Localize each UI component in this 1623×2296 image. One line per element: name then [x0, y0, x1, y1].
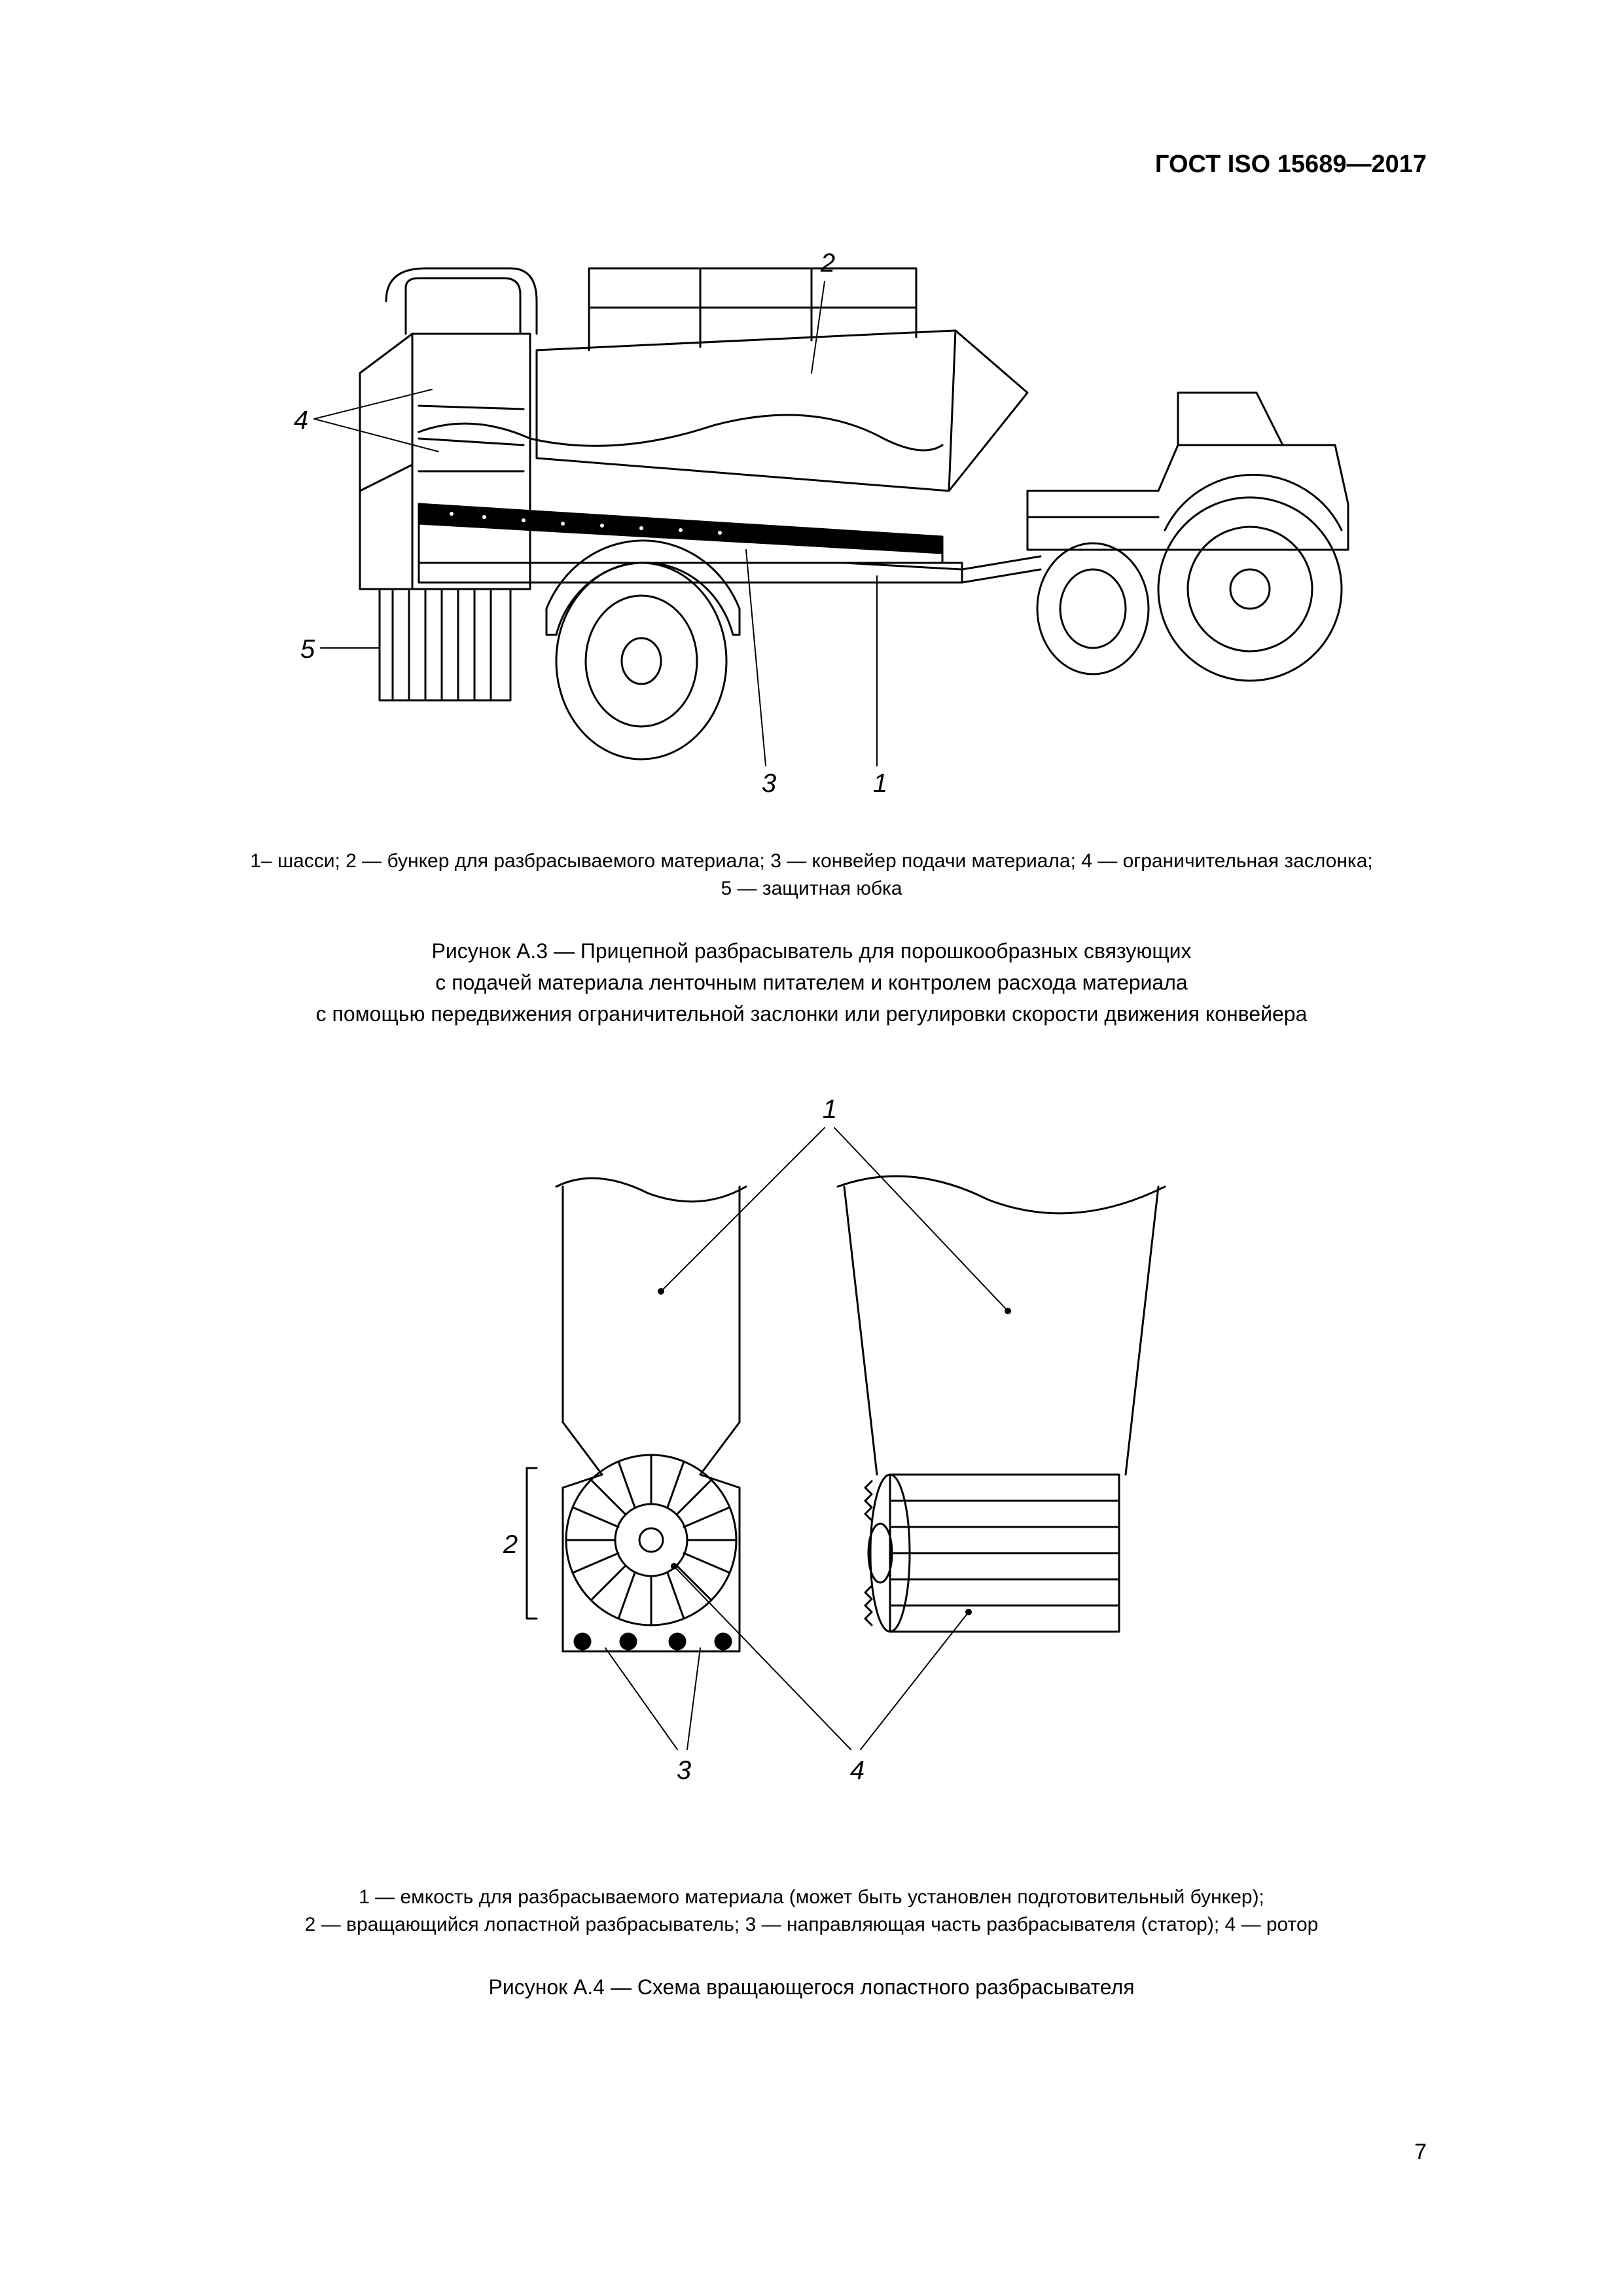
figure-a3-legend: 1– шасси; 2 — бункер для разбрасываемого…	[170, 848, 1453, 903]
guard-rails	[386, 268, 916, 350]
a3-title-line2: с подачей материала ленточным питателем …	[170, 967, 1453, 998]
a3-title-line3: с помощью передвижения ограничительной з…	[170, 998, 1453, 1030]
label-3: 3	[762, 769, 776, 798]
a4-label-3: 3	[677, 1756, 691, 1785]
legend-a4-line2: 2 — вращающийся лопастной разбрасыватель…	[170, 1911, 1453, 1939]
damper	[419, 406, 524, 445]
left-view	[527, 1178, 746, 1651]
figure-a4-diagram: 1 2 3 4	[321, 1082, 1302, 1867]
legend-a3-line2: 5 — защитная юбка	[170, 875, 1453, 903]
document-header: ГОСТ ISO 15689—2017	[1155, 151, 1427, 179]
figure-a3-title: Рисунок А.3 — Прицепной разбрасыватель д…	[170, 935, 1453, 1030]
figure-a4-title: Рисунок А.4 — Схема вращающегося лопастн…	[170, 1971, 1453, 2003]
right-view	[838, 1176, 1165, 1632]
label-2: 2	[820, 249, 835, 278]
hopper	[419, 331, 1027, 491]
rear-housing	[360, 334, 530, 589]
legend-a3-line1: 1– шасси; 2 — бункер для разбрасываемого…	[170, 848, 1453, 875]
label-5: 5	[300, 635, 315, 664]
protective-skirt	[380, 589, 510, 700]
trailer-wheel	[546, 541, 740, 759]
figure-a3-block: 2 4 5 3 1 1– шасси; 2 — бункер для разбр…	[170, 144, 1453, 1030]
callout-numbers-a4: 1 2 3 4	[503, 1095, 865, 1785]
trailer-chassis	[419, 563, 962, 583]
label-1: 1	[873, 769, 887, 798]
tractor	[962, 393, 1348, 681]
a4-label-4: 4	[850, 1756, 865, 1785]
figure-a4-legend: 1 — емкость для разбрасываемого материал…	[170, 1884, 1453, 1939]
legend-a4-line1: 1 — емкость для разбрасываемого материал…	[170, 1884, 1453, 1911]
conveyor	[419, 504, 942, 563]
callout-leaders-a4	[605, 1128, 1010, 1749]
a4-label-2: 2	[503, 1530, 518, 1559]
figure-a3-diagram: 2 4 5 3 1	[223, 242, 1400, 831]
label-4: 4	[294, 406, 308, 435]
a4-title: Рисунок А.4 — Схема вращающегося лопастн…	[170, 1971, 1453, 2003]
a4-label-1: 1	[823, 1095, 837, 1124]
page-container: ГОСТ ISO 15689—2017	[0, 0, 1623, 2296]
a3-title-line1: Рисунок А.3 — Прицепной разбрасыватель д…	[170, 935, 1453, 967]
figure-a4-block: 1 2 3 4 1 — емкость для разбрасываемого …	[170, 1030, 1453, 2003]
page-number: 7	[1414, 2140, 1427, 2165]
